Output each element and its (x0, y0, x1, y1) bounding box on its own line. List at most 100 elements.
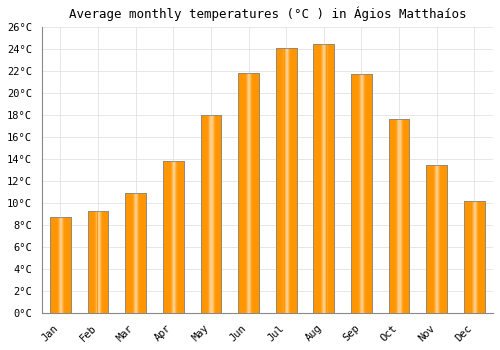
Bar (164, 161, 165, 313)
Bar (480, 201, 482, 313)
Bar (436, 166, 437, 313)
Bar (351, 74, 372, 313)
Bar (248, 73, 249, 313)
Bar (100, 211, 101, 313)
Bar (388, 119, 409, 313)
Bar (320, 44, 321, 313)
Bar (284, 48, 286, 313)
Bar (322, 44, 323, 313)
Bar (476, 201, 477, 313)
Bar (368, 74, 370, 313)
Bar (64, 217, 66, 313)
Bar (246, 73, 247, 313)
Bar (258, 73, 259, 313)
Bar (204, 115, 205, 313)
Bar (442, 166, 444, 313)
Bar (216, 115, 217, 313)
Bar (472, 201, 474, 313)
Bar (356, 74, 358, 313)
Bar (282, 48, 284, 313)
Bar (323, 44, 324, 313)
Bar (54, 217, 56, 313)
Bar (426, 166, 447, 313)
Bar (62, 217, 63, 313)
Bar (218, 115, 219, 313)
Bar (440, 166, 442, 313)
Bar (208, 115, 209, 313)
Bar (250, 73, 251, 313)
Bar (434, 166, 435, 313)
Bar (466, 201, 467, 313)
Bar (319, 44, 320, 313)
Bar (136, 193, 138, 313)
Bar (314, 44, 316, 313)
Bar (126, 193, 128, 313)
Bar (438, 166, 440, 313)
Bar (361, 74, 362, 313)
Bar (103, 211, 104, 313)
Bar (168, 161, 170, 313)
Bar (333, 44, 334, 313)
Bar (50, 217, 71, 313)
Bar (163, 161, 164, 313)
Bar (91, 211, 92, 313)
Bar (138, 193, 140, 313)
Bar (50, 217, 71, 313)
Bar (88, 211, 108, 313)
Bar (104, 211, 105, 313)
Bar (351, 74, 352, 313)
Bar (143, 193, 144, 313)
Bar (426, 166, 428, 313)
Bar (276, 48, 296, 313)
Bar (247, 73, 248, 313)
Bar (145, 193, 146, 313)
Bar (366, 74, 368, 313)
Bar (58, 217, 59, 313)
Bar (372, 74, 373, 313)
Bar (388, 119, 390, 313)
Bar (89, 211, 90, 313)
Bar (447, 166, 448, 313)
Bar (277, 48, 278, 313)
Bar (396, 119, 398, 313)
Bar (435, 166, 436, 313)
Bar (200, 115, 222, 313)
Bar (370, 74, 372, 313)
Bar (88, 211, 89, 313)
Bar (219, 115, 220, 313)
Bar (214, 115, 216, 313)
Bar (407, 119, 408, 313)
Bar (240, 73, 242, 313)
Bar (90, 211, 91, 313)
Bar (278, 48, 279, 313)
Bar (324, 44, 326, 313)
Bar (59, 217, 60, 313)
Bar (140, 193, 141, 313)
Bar (170, 161, 172, 313)
Bar (98, 211, 100, 313)
Bar (128, 193, 130, 313)
Bar (318, 44, 319, 313)
Bar (362, 74, 363, 313)
Bar (468, 201, 469, 313)
Bar (478, 201, 479, 313)
Bar (176, 161, 177, 313)
Bar (66, 217, 68, 313)
Bar (249, 73, 250, 313)
Bar (406, 119, 407, 313)
Bar (252, 73, 254, 313)
Bar (484, 201, 486, 313)
Bar (400, 119, 402, 313)
Bar (402, 119, 403, 313)
Bar (106, 211, 108, 313)
Bar (437, 166, 438, 313)
Bar (259, 73, 260, 313)
Bar (332, 44, 333, 313)
Bar (203, 115, 204, 313)
Bar (165, 161, 166, 313)
Bar (331, 44, 332, 313)
Bar (446, 166, 447, 313)
Bar (314, 44, 334, 313)
Bar (105, 211, 106, 313)
Bar (131, 193, 132, 313)
